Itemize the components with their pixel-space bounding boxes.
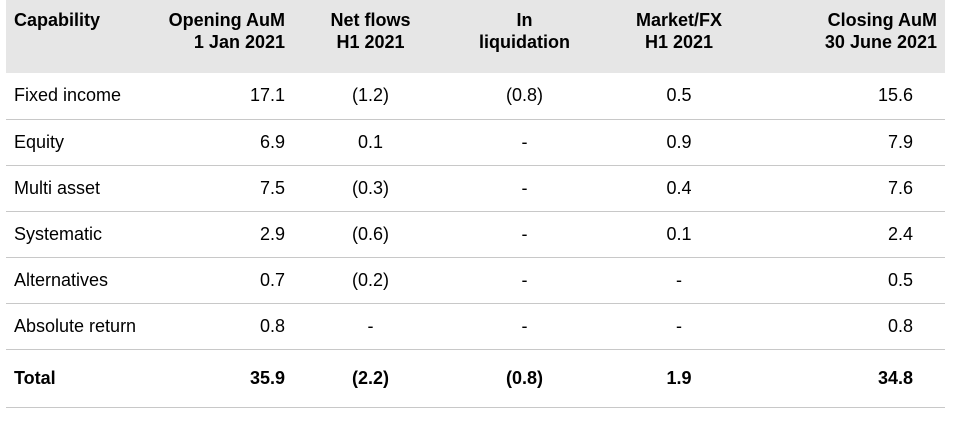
- table-row: Alternatives 0.7 (0.2) - - 0.5: [6, 257, 945, 303]
- total-label: Total: [14, 367, 56, 388]
- header-row: Capability Opening AuM 1 Jan 2021 Net fl…: [6, 0, 945, 73]
- column-header-capability: Capability: [6, 0, 152, 73]
- cell-market-fx: 0.4: [666, 177, 692, 198]
- header-line: H1 2021: [336, 32, 405, 52]
- cell-opening-aum: 7.5: [259, 177, 285, 198]
- cell-net-flows: (1.2): [351, 85, 389, 106]
- cell-capability: Systematic: [14, 223, 103, 244]
- cell-in-liquidation: -: [521, 131, 528, 152]
- cell-opening-aum: 17.1: [249, 85, 285, 106]
- header-line: Opening AuM: [168, 10, 285, 30]
- column-header-closing-aum: Closing AuM 30 June 2021: [757, 0, 945, 73]
- header-line: Closing AuM: [827, 10, 937, 30]
- table-body: Fixed income 17.1 (1.2) (0.8) 0.5 15.6 E…: [6, 73, 945, 407]
- cell-net-flows: -: [367, 315, 374, 336]
- cell-in-liquidation: -: [521, 269, 528, 290]
- aum-table: Capability Opening AuM 1 Jan 2021 Net fl…: [6, 0, 945, 408]
- header-line: liquidation: [479, 32, 570, 52]
- cell-market-fx: 0.1: [666, 223, 692, 244]
- column-header-in-liquidation: In liquidation: [448, 0, 601, 73]
- cell-closing-aum: 7.6: [887, 177, 913, 198]
- cell-opening-aum: 6.9: [259, 131, 285, 152]
- cell-market-fx: -: [676, 269, 682, 290]
- total-opening-aum: 35.9: [249, 367, 285, 388]
- total-closing-aum: 34.8: [877, 367, 913, 388]
- header-line: 30 June 2021: [824, 32, 937, 52]
- cell-market-fx: 0.5: [666, 85, 692, 106]
- cell-closing-aum: 0.5: [887, 269, 913, 290]
- cell-in-liquidation: -: [521, 177, 528, 198]
- cell-market-fx: -: [676, 315, 682, 336]
- cell-net-flows: (0.3): [351, 177, 389, 198]
- cell-opening-aum: 2.9: [259, 223, 285, 244]
- cell-net-flows: (0.6): [351, 223, 389, 244]
- cell-closing-aum: 0.8: [887, 315, 913, 336]
- header-line: H1 2021: [644, 32, 714, 52]
- cell-market-fx: 0.9: [666, 131, 692, 152]
- table-row: Systematic 2.9 (0.6) - 0.1 2.4: [6, 211, 945, 257]
- header-line: Net flows: [330, 10, 411, 30]
- cell-capability: Alternatives: [14, 269, 109, 290]
- cell-net-flows: 0.1: [357, 131, 384, 152]
- cell-opening-aum: 0.7: [259, 269, 285, 290]
- cell-closing-aum: 15.6: [877, 85, 913, 106]
- cell-closing-aum: 2.4: [887, 223, 913, 244]
- table-row: Multi asset 7.5 (0.3) - 0.4 7.6: [6, 165, 945, 211]
- header-line: 1 Jan 2021: [193, 32, 285, 52]
- table-row: Fixed income 17.1 (1.2) (0.8) 0.5 15.6: [6, 73, 945, 119]
- column-header-opening-aum: Opening AuM 1 Jan 2021: [152, 0, 293, 73]
- total-net-flows: (2.2): [351, 367, 389, 388]
- cell-in-liquidation: (0.8): [505, 85, 543, 106]
- total-row: Total 35.9 (2.2) (0.8) 1.9 34.8: [6, 349, 945, 407]
- cell-opening-aum: 0.8: [259, 315, 285, 336]
- cell-net-flows: (0.2): [351, 269, 389, 290]
- cell-capability: Multi asset: [14, 177, 101, 198]
- total-in-liquidation: (0.8): [505, 367, 543, 388]
- total-market-fx: 1.9: [666, 367, 692, 388]
- cell-in-liquidation: -: [521, 223, 528, 244]
- cell-capability: Fixed income: [14, 85, 122, 106]
- table-row: Absolute return 0.8 - - - 0.8: [6, 303, 945, 349]
- cell-closing-aum: 7.9: [887, 131, 913, 152]
- header-line: Capability: [14, 10, 101, 30]
- cell-in-liquidation: -: [521, 315, 528, 336]
- cell-capability: Equity: [14, 131, 65, 152]
- cell-capability: Absolute return: [14, 315, 137, 336]
- header-line: Market/FX: [635, 10, 723, 30]
- column-header-market-fx: Market/FX H1 2021: [601, 0, 757, 73]
- table-row: Equity 6.9 0.1 - 0.9 7.9: [6, 119, 945, 165]
- column-header-net-flows: Net flows H1 2021: [293, 0, 448, 73]
- table-header: Capability Opening AuM 1 Jan 2021 Net fl…: [6, 0, 945, 73]
- header-line: In: [516, 10, 533, 30]
